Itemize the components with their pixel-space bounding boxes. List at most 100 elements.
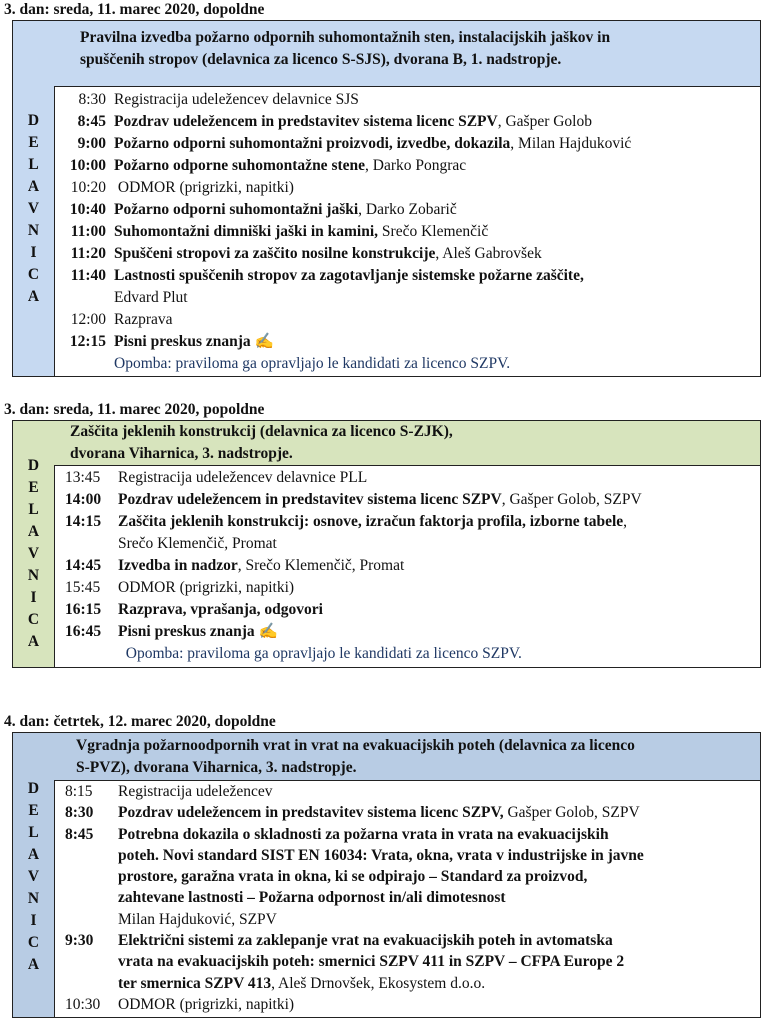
session-title: poteh. Novi standard SIST EN 16034: Vrat… — [118, 846, 644, 864]
side-letter: D — [27, 780, 40, 797]
speaker: Opomba: praviloma ga opravljajo le kandi… — [114, 355, 511, 372]
schedule-row: 16:45 Pisni preskus znanja ✍ — [54, 621, 760, 643]
session-title: prostore, garažna vrata in okna, ki se o… — [118, 868, 588, 886]
time: 9:00 — [77, 135, 106, 152]
entry-text: ODMOR (prigrizki, napitki) — [114, 177, 294, 199]
schedule-row: 10:40 Požarno odporni suhomontažni jaški,… — [54, 199, 760, 221]
speaker: Registracija udeležencev delavnice PLL — [118, 469, 368, 486]
speaker: Opomba: praviloma ga opravljajo le kandi… — [118, 645, 522, 662]
schedule-row: 14:00 Pozdrav udeležencem in predstavitev… — [54, 489, 760, 511]
entry-text: poteh. Novi standard SIST EN 16034: Vrat… — [118, 845, 644, 867]
entry-text: vrata na evakuacijskih poteh: smernici S… — [118, 951, 624, 973]
side-letter: E — [28, 802, 39, 819]
title-line: S-PVZ), dvorana Viharnica, 3. nadstropje… — [76, 759, 357, 776]
entry-text: Požarno odporni suhomontažni proizvodi, … — [114, 133, 631, 155]
speaker: ODMOR (prigrizki, napitki) — [114, 179, 294, 196]
side-letter: A — [27, 523, 40, 540]
time: 12:00 — [70, 311, 106, 328]
schedule-row: 8:15 Registracija udeležencev — [54, 781, 760, 802]
schedule-row: 14:45 Izvedba in nadzor, Srečo Klemenčič,… — [54, 555, 760, 577]
schedule-row: 10:00 Požarno odporne suhomontažne stene,… — [54, 155, 760, 177]
entry-text: ODMOR (prigrizki, napitki) — [118, 577, 294, 599]
entry-text: prostore, garažna vrata in okna, ki se o… — [118, 866, 587, 888]
title-line: Pravilna izvedba požarno odpornih suhomo… — [80, 29, 611, 46]
workshop-table: D E L A V N I C A Pravilna izvedba požarno odporn… — [12, 20, 761, 377]
schedule-row: 8:45 Pozdrav udeležencem in predstavitev … — [54, 111, 760, 133]
schedule-row: vrata na evakuacijskih poteh: smernici S… — [54, 951, 760, 972]
entry-text: Pozdrav udeležencem in predstavitev sist… — [118, 802, 640, 824]
title-line: Vgradnja požarnoodpornih vrat in vrat na… — [76, 737, 635, 754]
time: 8:30 — [65, 804, 94, 822]
workshop-title: Zaščita jeklenih konstrukcij (delavnica … — [54, 421, 760, 466]
workshop-title: Pravilna izvedba požarno odpornih suhomo… — [54, 21, 760, 87]
schedule-row: 12:15 Pisni preskus znanja ✍ — [54, 331, 760, 353]
time: 8:15 — [65, 783, 93, 800]
day-heading: 3. dan: sreda, 11. marec 2020, dopoldne — [4, 1, 265, 18]
schedule-row: 16:15 Razprava, vprašanja, odgovori — [54, 599, 760, 621]
note-row: Opomba: praviloma ga opravljajo le kandi… — [54, 643, 760, 665]
time: 8:30 — [78, 91, 106, 108]
time: 15:45 — [65, 579, 101, 596]
session-title: Požarno odporni suhomontažni jaški — [114, 201, 359, 218]
entry-text: Registracija udeležencev — [118, 781, 273, 803]
entry-text: Registracija udeležencev delavnice PLL — [118, 467, 367, 489]
entry-text: Požarno odporne suhomontažne stene, Dark… — [114, 155, 466, 177]
side-letter: I — [30, 589, 37, 606]
entry-text: Edvard Plut — [114, 287, 188, 309]
session-title: ter smernica SZPV 413 — [118, 974, 272, 992]
day-heading: 4. dan: četrtek, 12. marec 2020, dopoldn… — [4, 713, 276, 730]
session-title: Pozdrav udeležencem in predstavitev sist… — [114, 113, 498, 130]
day-heading: 3. dan: sreda, 11. marec 2020, popoldne — [4, 401, 265, 418]
speaker: , Aleš Gabrovšek — [435, 245, 542, 262]
schedule-list: 8:30 Registracija udeležencev delavnice S… — [54, 89, 760, 375]
side-letter: N — [27, 567, 40, 584]
entry-text: zahtevane lastnosti – Požarna odpornost … — [118, 887, 506, 909]
side-letter: I — [30, 244, 37, 261]
title-line: Zaščita jeklenih konstrukcij (delavnica … — [70, 423, 453, 440]
entry-text: Milan Hajduković, SZPV — [118, 909, 277, 931]
schedule-list: 13:45 Registracija udeležencev delavnice … — [54, 467, 760, 665]
entry-text: Pisni preskus znanja ✍ — [118, 621, 278, 643]
entry-text: Izvedba in nadzor, Srečo Klemenčič, Prom… — [118, 555, 404, 577]
session-title: Pozdrav udeležencem in predstavitev sist… — [118, 804, 504, 822]
speaker: Milan Hajduković, SZPV — [118, 910, 277, 928]
speaker: , Gašper Golob — [497, 113, 592, 130]
entry-text: Potrebna dokazila o skladnosti za požarn… — [118, 824, 609, 846]
schedule-row: Milan Hajduković, SZPV — [54, 909, 760, 930]
time: 14:45 — [65, 557, 102, 574]
schedule-row: prostore, garažna vrata in okna, ki se o… — [54, 866, 760, 887]
session-title: Potrebna dokazila o skladnosti za požarn… — [118, 825, 609, 843]
schedule-row: 9:00 Požarno odporni suhomontažni proizvo… — [54, 133, 760, 155]
session-title: Spuščeni stropovi za zaščito nosilne kon… — [114, 245, 436, 262]
entry-text: Lastnosti spuščenih stropov za zagotavlj… — [114, 265, 584, 287]
schedule-row: 11:00 Suhomontažni dimniški jaški in kami… — [54, 221, 760, 243]
workshop-table: D E L A V N I C A Vgradnja požarnoodpornih vrat i… — [12, 732, 761, 1018]
schedule-row: 11:40 Lastnosti spuščenih stropov za zago… — [54, 265, 760, 287]
title-line: spuščenih stropov (delavnica za licenco … — [80, 51, 562, 68]
speaker: , Srečo Klemenčič, Promat — [237, 557, 405, 574]
entry-text: Požarno odporni suhomontažni jaški, Dark… — [114, 199, 457, 221]
side-letter: L — [28, 824, 39, 841]
entry-text: Zaščita jeklenih konstrukcij: osnove, iz… — [118, 511, 627, 533]
session-title: Požarno odporne suhomontažne stene — [114, 157, 366, 174]
session-title: Suhomontažni dimniški jaški in kamini, — [114, 223, 379, 240]
entry-text: Suhomontažni dimniški jaški in kamini, S… — [114, 221, 488, 243]
time: 16:15 — [65, 601, 102, 618]
entry-text: Spuščeni stropovi za zaščito nosilne kon… — [114, 243, 542, 265]
time: 10:20 — [70, 179, 106, 196]
side-letter: A — [27, 956, 40, 973]
writing-hand-icon: ✍ — [254, 623, 278, 640]
speaker: , Aleš Drnovšek, Ekosystem d.o.o. — [271, 974, 486, 992]
speaker: Registracija udeležencev — [118, 783, 273, 800]
speaker: ODMOR (prigrizki, napitki) — [118, 579, 295, 596]
side-letter: I — [30, 912, 37, 929]
session-title: Pisni preskus znanja — [114, 333, 251, 350]
side-letter: L — [28, 156, 39, 173]
time: 11:20 — [70, 245, 106, 262]
side-letter: A — [27, 288, 40, 305]
schedule-row: Srečo Klemenčič, Promat — [54, 533, 760, 555]
side-letter: V — [27, 545, 40, 562]
side-letter: E — [28, 479, 39, 496]
